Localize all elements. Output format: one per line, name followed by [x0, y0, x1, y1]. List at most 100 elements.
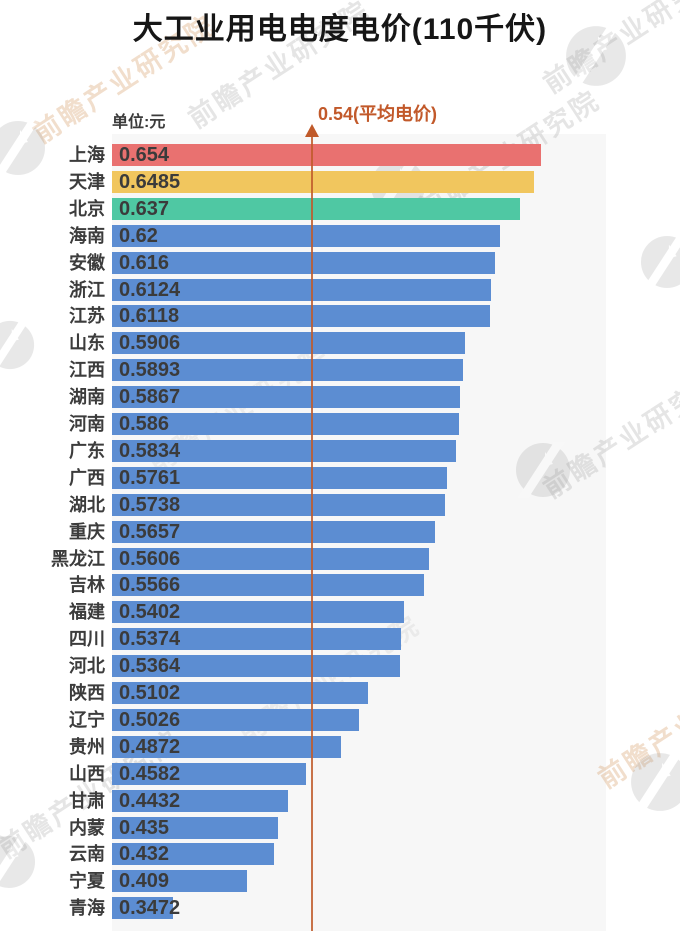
value-label: 0.5893	[119, 359, 181, 381]
bar-row: 陕西 0.5102	[0, 682, 680, 704]
bar-row: 辽宁 0.5026	[0, 709, 680, 731]
bar-row: 内蒙 0.435	[0, 817, 680, 839]
value-label: 0.654	[119, 144, 170, 166]
value-label: 0.5834	[119, 440, 181, 462]
category-label: 甘肃	[69, 791, 105, 811]
value-bar	[112, 655, 400, 677]
category-label: 山西	[69, 764, 105, 784]
bar-row: 上海 0.654	[0, 144, 680, 166]
category-label: 宁夏	[69, 871, 105, 891]
category-label: 黑龙江	[51, 549, 105, 569]
chart-title: 大工业用电电度电价(110千伏)	[132, 13, 548, 46]
value-bar	[112, 171, 534, 193]
value-bar	[112, 897, 173, 919]
category-label: 天津	[69, 172, 105, 192]
value-bar	[112, 628, 401, 650]
value-bar	[112, 386, 460, 408]
value-label: 0.4582	[119, 763, 181, 785]
value-label: 0.6118	[119, 305, 180, 327]
bar-row: 山东 0.5906	[0, 332, 680, 354]
value-label: 0.616	[119, 252, 170, 274]
category-label: 广东	[69, 441, 105, 461]
value-bar	[112, 440, 456, 462]
bar-row: 重庆 0.5657	[0, 521, 680, 543]
value-label: 0.5374	[119, 628, 181, 650]
category-label: 辽宁	[69, 710, 105, 730]
value-label: 0.5867	[119, 386, 181, 408]
value-label: 0.586	[119, 413, 170, 435]
bar-row: 广东 0.5834	[0, 440, 680, 462]
category-label: 北京	[69, 199, 105, 219]
value-bar	[112, 736, 341, 758]
value-bar	[112, 494, 445, 516]
value-label: 0.4872	[119, 736, 181, 758]
value-bar	[112, 817, 278, 839]
category-label: 内蒙	[69, 818, 105, 838]
value-bar	[112, 709, 359, 731]
value-bar	[112, 763, 306, 785]
value-label: 0.5738	[119, 494, 181, 516]
value-label: 0.62	[119, 225, 158, 247]
category-label: 海南	[69, 226, 105, 246]
bar-row: 安徽 0.616	[0, 252, 680, 274]
value-label: 0.4432	[119, 790, 181, 812]
value-label: 0.5761	[119, 467, 181, 489]
value-label: 0.5657	[119, 521, 181, 543]
value-bar	[112, 305, 490, 327]
bar-row: 广西 0.5761	[0, 467, 680, 489]
category-label: 重庆	[69, 522, 105, 542]
category-label: 江西	[69, 360, 105, 380]
category-label: 陕西	[69, 683, 105, 703]
average-price-line	[311, 134, 313, 931]
bar-row: 青海 0.3472	[0, 897, 680, 919]
value-bar	[112, 198, 520, 220]
value-label: 0.5102	[119, 682, 181, 704]
bar-row: 浙江 0.6124	[0, 279, 680, 301]
unit-label: 单位:元	[112, 114, 166, 131]
value-bar	[112, 548, 429, 570]
value-bar	[112, 359, 463, 381]
bar-row: 福建 0.5402	[0, 601, 680, 623]
bar-row: 湖南 0.5867	[0, 386, 680, 408]
value-label: 0.5906	[119, 332, 181, 354]
arrow-up-icon	[305, 124, 319, 137]
category-label: 青海	[69, 898, 105, 918]
value-bar	[112, 870, 247, 892]
category-label: 山东	[69, 333, 105, 353]
value-bar	[112, 252, 495, 274]
category-label: 四川	[69, 629, 105, 649]
value-bar	[112, 279, 491, 301]
category-label: 吉林	[69, 575, 105, 595]
value-label: 0.409	[119, 870, 170, 892]
category-label: 河北	[69, 656, 105, 676]
category-label: 贵州	[69, 737, 105, 757]
category-label: 江苏	[69, 306, 105, 326]
value-bar	[112, 790, 288, 812]
category-label: 福建	[69, 602, 105, 622]
value-label: 0.6124	[119, 279, 181, 301]
category-label: 河南	[69, 414, 105, 434]
bar-row: 云南 0.432	[0, 843, 680, 865]
average-price-annotation: 0.54(平均电价)	[318, 104, 438, 124]
category-label: 云南	[69, 844, 105, 864]
value-label: 0.435	[119, 817, 170, 839]
bar-row: 四川 0.5374	[0, 628, 680, 650]
bar-row: 天津 0.6485	[0, 171, 680, 193]
category-label: 湖南	[69, 387, 105, 407]
bar-row: 河北 0.5364	[0, 655, 680, 677]
bar-row: 甘肃 0.4432	[0, 790, 680, 812]
value-label: 0.5026	[119, 709, 181, 731]
bar-row: 江苏 0.6118	[0, 305, 680, 327]
category-label: 广西	[69, 468, 105, 488]
value-label: 0.637	[119, 198, 170, 220]
value-bar	[112, 682, 368, 704]
value-bar	[112, 843, 274, 865]
bar-row: 宁夏 0.409	[0, 870, 680, 892]
bar-row: 湖北 0.5738	[0, 494, 680, 516]
bar-row: 河南 0.586	[0, 413, 680, 435]
value-bar	[112, 521, 435, 543]
value-bar	[112, 225, 500, 247]
value-label: 0.5364	[119, 655, 181, 677]
